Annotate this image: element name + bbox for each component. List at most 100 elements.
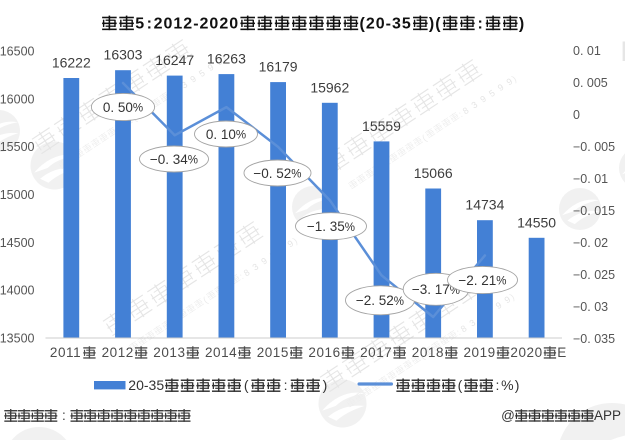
svg-text:2012: 2012 bbox=[102, 345, 134, 360]
svg-text::: : bbox=[284, 377, 288, 393]
svg-text:−0. 01: −0. 01 bbox=[573, 172, 608, 186]
svg-text:9: 9 bbox=[188, 74, 198, 85]
svg-text:16303: 16303 bbox=[104, 47, 143, 63]
svg-text:8: 8 bbox=[461, 105, 471, 116]
svg-text:%: % bbox=[236, 130, 246, 142]
svg-text:15559: 15559 bbox=[362, 118, 401, 134]
svg-text:8: 8 bbox=[242, 267, 252, 278]
svg-text:0. 01: 0. 01 bbox=[573, 44, 601, 58]
svg-text:−0. 34: −0. 34 bbox=[150, 152, 188, 167]
svg-text:): ) bbox=[515, 377, 520, 393]
svg-text:2018: 2018 bbox=[412, 345, 444, 360]
svg-text:16179: 16179 bbox=[259, 59, 298, 75]
svg-text:16222: 16222 bbox=[52, 55, 91, 71]
svg-text:14734: 14734 bbox=[465, 197, 504, 213]
svg-text:15962: 15962 bbox=[310, 79, 349, 95]
svg-text:−0. 52: −0. 52 bbox=[253, 166, 291, 181]
svg-text:−1. 35: −1. 35 bbox=[307, 219, 345, 234]
svg-text:(: ( bbox=[244, 377, 249, 393]
svg-text:3: 3 bbox=[180, 79, 190, 90]
svg-text:E: E bbox=[557, 345, 567, 360]
svg-text:%: % bbox=[496, 276, 506, 288]
svg-text:8: 8 bbox=[459, 323, 469, 334]
svg-text:2020: 2020 bbox=[510, 345, 542, 360]
svg-text:(: ( bbox=[458, 377, 463, 393]
svg-text:2017: 2017 bbox=[360, 345, 392, 360]
svg-text:14000: 14000 bbox=[0, 284, 35, 298]
svg-text:−0. 03: −0. 03 bbox=[573, 300, 608, 314]
svg-text:−2. 52: −2. 52 bbox=[356, 293, 394, 308]
svg-text:20-35: 20-35 bbox=[128, 377, 164, 393]
svg-text:9: 9 bbox=[496, 82, 506, 93]
svg-text::: : bbox=[455, 327, 463, 337]
svg-text:−2. 21: −2. 21 bbox=[458, 273, 496, 288]
svg-text:2014: 2014 bbox=[205, 345, 237, 360]
svg-text:%: % bbox=[345, 222, 355, 234]
svg-text:16000: 16000 bbox=[0, 92, 35, 106]
svg-text:9: 9 bbox=[259, 256, 269, 267]
svg-text:%: % bbox=[291, 169, 301, 181]
svg-text:3: 3 bbox=[470, 99, 480, 110]
svg-text:15000: 15000 bbox=[0, 188, 35, 202]
svg-text:−0. 025: −0. 025 bbox=[573, 268, 615, 282]
svg-text:%: % bbox=[133, 103, 143, 115]
svg-text::: : bbox=[496, 377, 500, 393]
svg-text:): ) bbox=[291, 236, 299, 246]
svg-text::: : bbox=[478, 16, 483, 33]
svg-text:): ) bbox=[508, 292, 516, 302]
svg-text:16247: 16247 bbox=[155, 52, 194, 68]
svg-text:−0. 02: −0. 02 bbox=[573, 236, 608, 250]
svg-text:9: 9 bbox=[206, 62, 216, 73]
svg-text:9: 9 bbox=[505, 76, 515, 87]
svg-text:5: 5 bbox=[197, 68, 207, 79]
svg-text:15066: 15066 bbox=[414, 165, 453, 181]
svg-text:): ) bbox=[220, 54, 228, 64]
svg-text:): ) bbox=[323, 377, 328, 393]
svg-text:APP: APP bbox=[594, 408, 621, 423]
svg-text:−3. 17: −3. 17 bbox=[412, 282, 450, 297]
svg-text:5: 5 bbox=[487, 88, 497, 99]
svg-text:14550: 14550 bbox=[517, 214, 556, 230]
svg-text:0. 10: 0. 10 bbox=[206, 127, 236, 142]
svg-text:(: ( bbox=[201, 295, 209, 305]
svg-text:3: 3 bbox=[251, 261, 261, 272]
svg-text:0. 50: 0. 50 bbox=[103, 100, 133, 115]
svg-text:)(: )( bbox=[429, 16, 442, 33]
svg-text:2015: 2015 bbox=[257, 345, 289, 360]
svg-text:9: 9 bbox=[494, 300, 504, 311]
svg-text:16263: 16263 bbox=[207, 51, 246, 67]
svg-text::: : bbox=[457, 109, 465, 119]
svg-text:−0. 005: −0. 005 bbox=[573, 140, 615, 154]
svg-text:@: @ bbox=[501, 408, 515, 423]
svg-text:%: % bbox=[501, 377, 513, 393]
svg-text:14500: 14500 bbox=[0, 236, 35, 250]
svg-text:%: % bbox=[394, 296, 404, 308]
svg-text:9: 9 bbox=[478, 94, 488, 105]
svg-text:−0. 015: −0. 015 bbox=[573, 204, 615, 218]
svg-text:5: 5 bbox=[135, 16, 145, 33]
svg-text:): ) bbox=[519, 16, 525, 33]
svg-text:(20-35: (20-35 bbox=[360, 16, 412, 33]
svg-text:13500: 13500 bbox=[0, 331, 35, 345]
svg-text::: : bbox=[62, 408, 66, 423]
svg-text:3: 3 bbox=[468, 317, 478, 328]
svg-text:%: % bbox=[188, 155, 198, 167]
svg-text:9: 9 bbox=[286, 238, 296, 249]
svg-text:9: 9 bbox=[503, 294, 513, 305]
svg-text:−0. 035: −0. 035 bbox=[573, 332, 615, 346]
svg-text:2019: 2019 bbox=[464, 345, 496, 360]
svg-text:0. 005: 0. 005 bbox=[573, 76, 608, 90]
svg-text:(: ( bbox=[418, 351, 426, 361]
svg-text:(: ( bbox=[420, 133, 428, 143]
svg-text:0: 0 bbox=[573, 108, 580, 122]
svg-text:2013: 2013 bbox=[153, 345, 185, 360]
svg-text:16500: 16500 bbox=[0, 45, 35, 59]
svg-text::: : bbox=[147, 16, 152, 33]
svg-text:2012-2020: 2012-2020 bbox=[154, 16, 240, 33]
svg-text:): ) bbox=[510, 74, 518, 84]
svg-text:2016: 2016 bbox=[308, 345, 340, 360]
svg-text:15500: 15500 bbox=[0, 140, 35, 154]
svg-text:9: 9 bbox=[215, 56, 225, 67]
svg-text:2011: 2011 bbox=[50, 345, 81, 360]
svg-text::: : bbox=[238, 271, 246, 281]
